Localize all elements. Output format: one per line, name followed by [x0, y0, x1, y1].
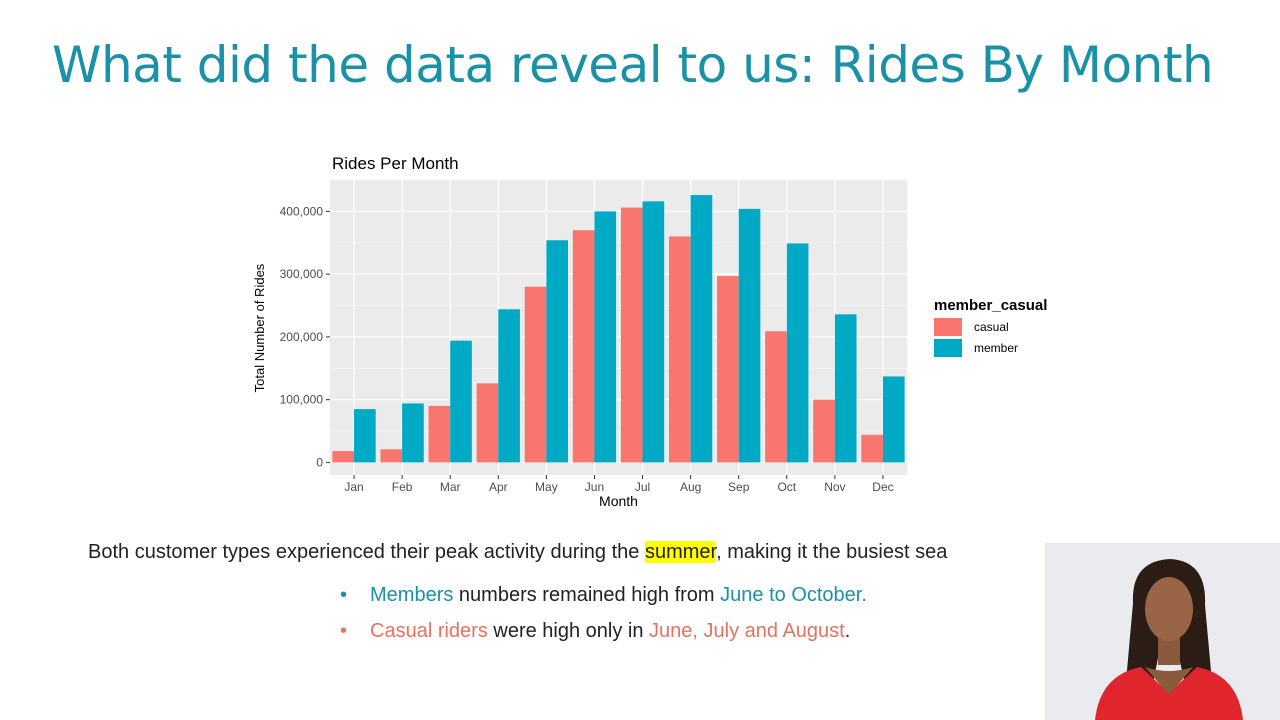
y-axis-title: Total Number of Rides	[252, 263, 267, 392]
legend-swatch-casual	[934, 318, 962, 336]
y-axis: 0 100,000 200,000 300,000 400,000	[280, 204, 330, 469]
bar-casual-sep	[717, 276, 739, 463]
bar-casual-may	[524, 286, 547, 463]
x-tick-label: Feb	[392, 480, 413, 494]
x-tick-label: Nov	[824, 480, 845, 494]
x-tick-label: May	[535, 480, 558, 494]
x-tick-label: Mar	[440, 480, 461, 494]
x-axis: Jan Feb Mar Apr May Jun Jul Aug Sep Oct Nov Dec	[344, 475, 894, 494]
summary-text: Both customer types experienced their pe…	[88, 541, 947, 564]
bar-member-aug	[690, 195, 713, 463]
y-tick-label: 0	[316, 455, 323, 469]
bar-casual-nov	[813, 399, 835, 463]
bullet-members-text: numbers remained high from	[453, 584, 721, 606]
x-tick-label: Apr	[489, 480, 508, 494]
x-tick-label: Sep	[728, 480, 750, 494]
bar-member-apr	[498, 309, 520, 463]
slide-title: What did the data reveal to us: Rides By…	[52, 36, 1214, 94]
bullet-casual-accent: Casual riders	[370, 620, 488, 642]
legend-items: casual member	[934, 318, 1018, 357]
plot-panel	[330, 180, 907, 475]
x-tick-label: Jun	[585, 480, 604, 494]
bar-casual-jan	[332, 451, 355, 463]
bar-casual-apr	[476, 383, 499, 463]
bullet-casual-range: June, July and August	[649, 620, 845, 642]
summary-highlight: summer	[644, 541, 717, 563]
bullet-members-range: June to October.	[720, 584, 867, 606]
x-tick-label: Jan	[344, 480, 363, 494]
bar-member-jun	[594, 211, 617, 463]
bar-member-nov	[834, 314, 857, 463]
bar-casual-jun	[572, 230, 595, 463]
y-tick-label: 100,000	[280, 393, 324, 407]
y-tick-label: 200,000	[280, 330, 324, 344]
bar-member-may	[546, 240, 569, 463]
x-tick-label: Jul	[635, 480, 650, 494]
bullet-list: • Members numbers remained high from June…	[340, 582, 867, 654]
legend-swatch-member	[934, 339, 962, 357]
bullet-casual-tail: .	[844, 620, 851, 642]
x-tick-label: Aug	[680, 480, 701, 494]
legend-label-casual: casual	[974, 320, 1009, 334]
legend: member_casual casual member	[934, 297, 1047, 357]
bar-casual-oct	[765, 331, 787, 463]
x-axis-title: Month	[599, 493, 638, 509]
x-tick-label: Oct	[777, 480, 796, 494]
presenter-neck	[1158, 635, 1180, 665]
y-tick-label: 400,000	[280, 204, 324, 218]
bullet-casual-text: were high only in	[487, 620, 650, 642]
bar-member-jul	[642, 201, 665, 463]
bar-casual-dec	[861, 434, 883, 463]
bullet-members-accent: Members	[370, 584, 454, 606]
bar-member-mar	[450, 340, 472, 463]
bar-casual-feb	[380, 449, 403, 463]
bullet-members: • Members numbers remained high from June…	[340, 582, 867, 618]
legend-label-member: member	[974, 341, 1018, 355]
bar-member-oct	[786, 243, 809, 463]
bullet-casual: • Casual riders were high only in June, J…	[340, 618, 867, 654]
bar-member-jan	[354, 409, 376, 463]
x-tick-label: Dec	[872, 480, 893, 494]
summary-pre: Both customer types experienced their pe…	[88, 541, 645, 563]
bar-member-feb	[402, 403, 424, 463]
bar-casual-jul	[620, 207, 643, 463]
summary-post: , making it the busiest sea	[716, 541, 948, 563]
presenter-neckline	[1145, 667, 1193, 695]
bar-member-dec	[882, 376, 905, 463]
presenter-webcam	[1045, 543, 1280, 720]
bar-member-sep	[738, 208, 761, 463]
y-tick-label: 300,000	[280, 267, 324, 281]
chart-title: Rides Per Month	[332, 154, 459, 173]
bullet-dot: •	[340, 584, 348, 606]
bar-casual-aug	[668, 236, 691, 463]
bar-casual-mar	[428, 405, 451, 463]
presenter-face	[1145, 577, 1193, 641]
legend-title: member_casual	[934, 297, 1047, 314]
bars	[332, 195, 905, 463]
rides-per-month-chart: Rides Per Month 0 100,000 200,000 300,000 40…	[252, 154, 1047, 509]
bullet-dot: •	[340, 620, 348, 642]
